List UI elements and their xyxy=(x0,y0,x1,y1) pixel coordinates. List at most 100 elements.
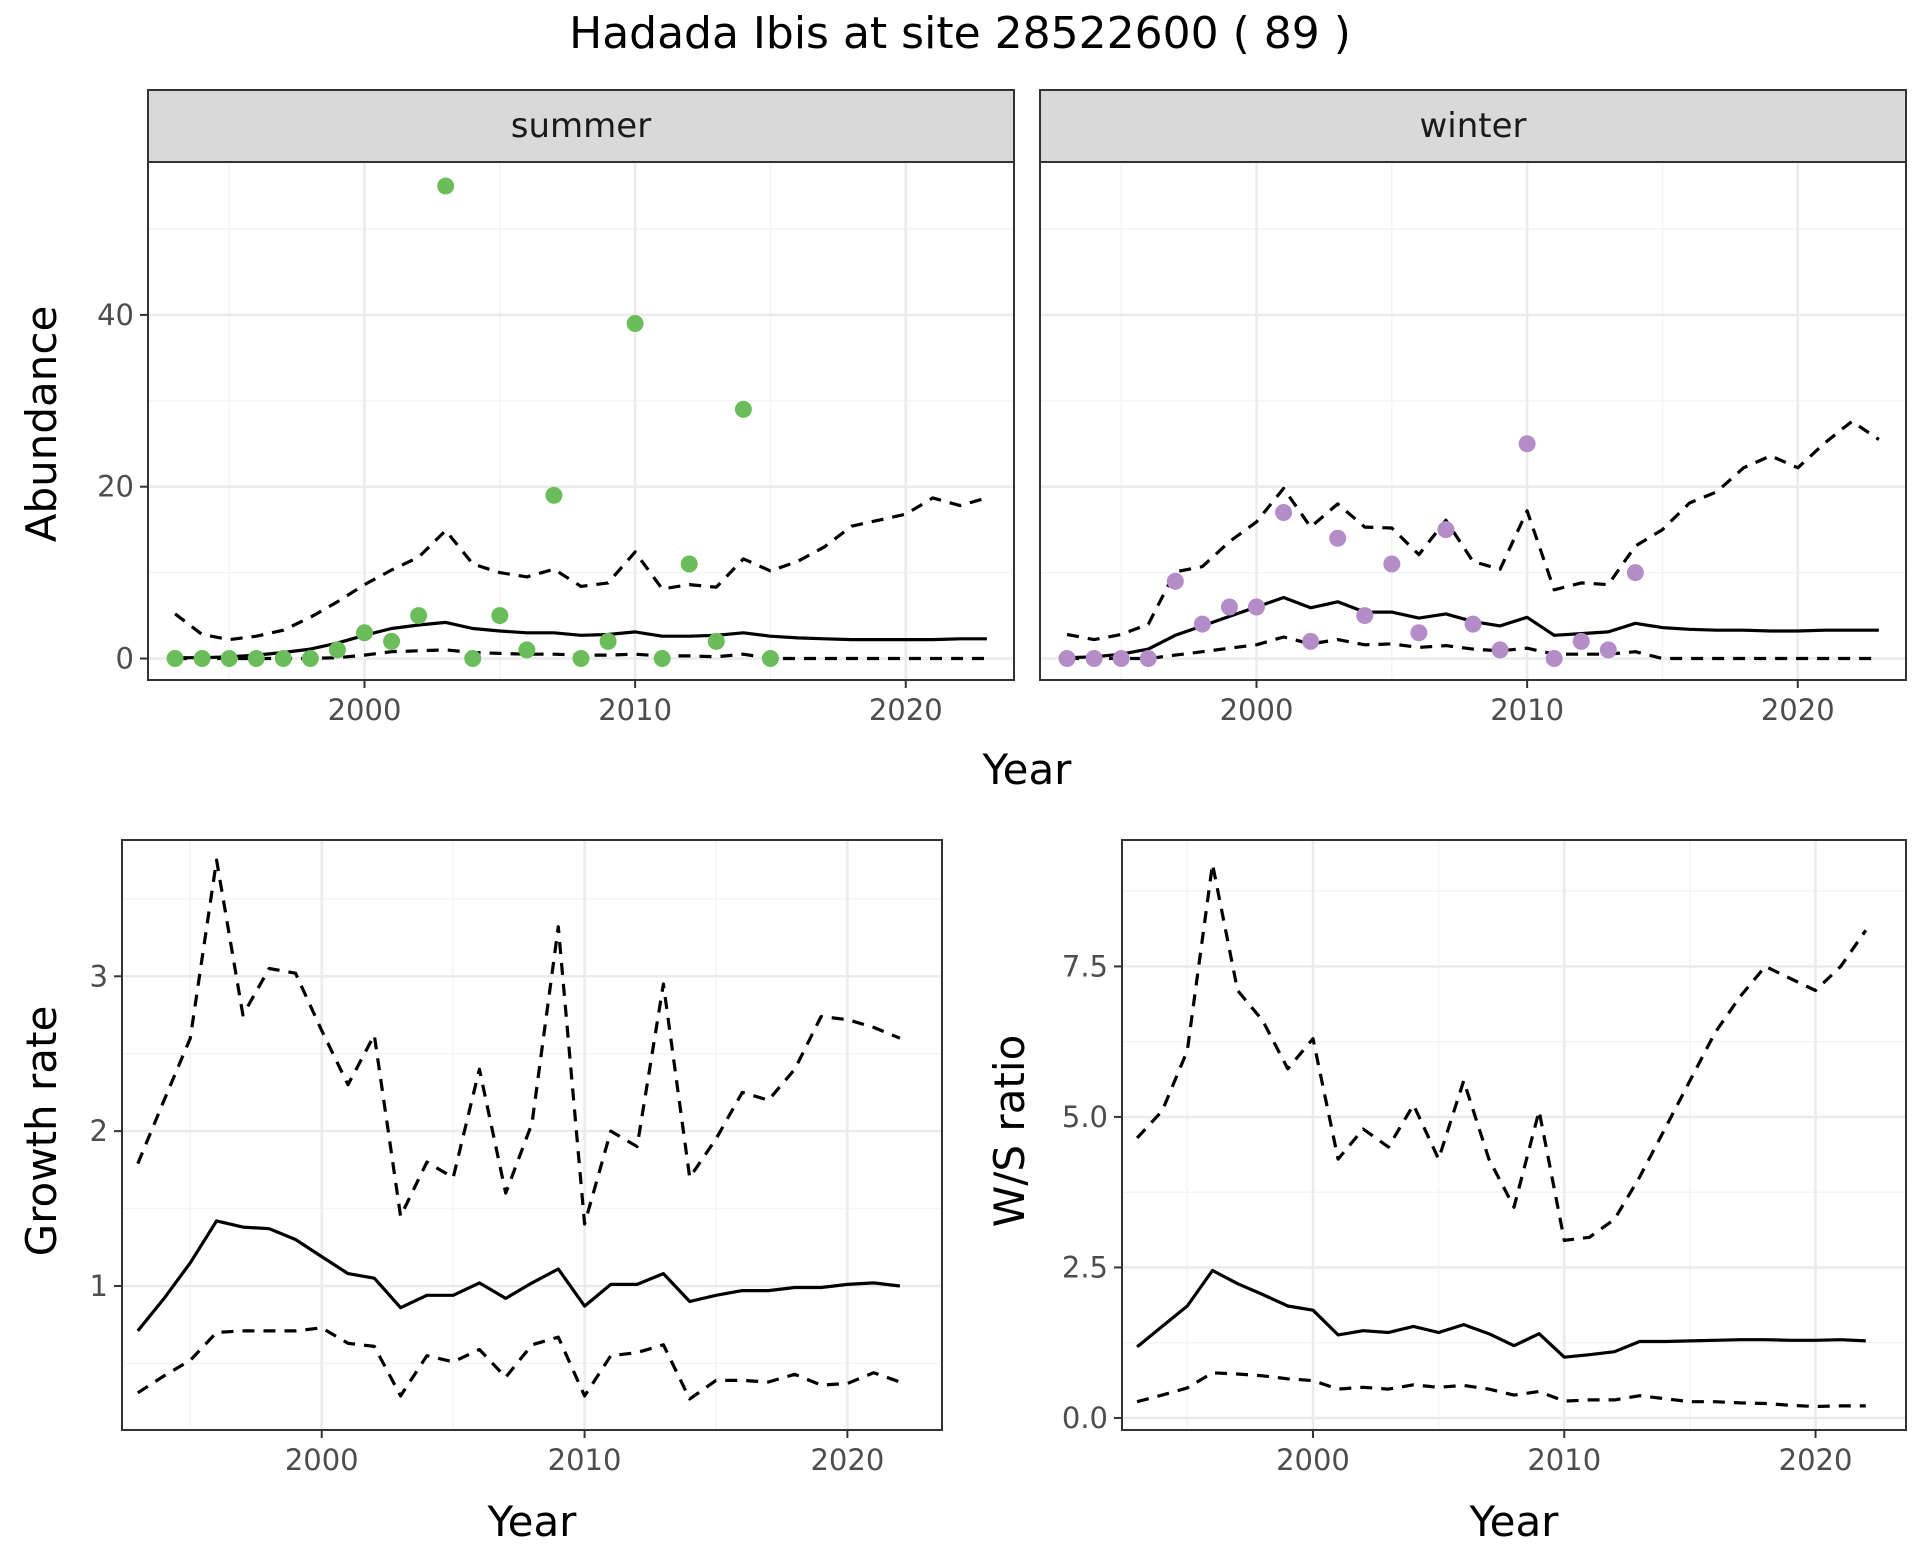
winter-data-point xyxy=(1112,650,1130,668)
winter-data-point xyxy=(1193,615,1211,633)
growth-x-tick-label: 2010 xyxy=(548,1443,622,1477)
winter-lower-bound-line xyxy=(1067,635,1879,661)
summer-data-point xyxy=(301,650,319,668)
winter-data-point xyxy=(1626,564,1644,582)
summer-data-point xyxy=(220,650,238,668)
winter-data-point xyxy=(1220,598,1238,616)
ws-x-tick-label: 2010 xyxy=(1527,1443,1601,1477)
ws-x-title: Year xyxy=(1469,1497,1560,1546)
abundance-y-axis: 0 20 40 xyxy=(97,298,148,676)
growth-y-tick-label: 3 xyxy=(90,959,108,993)
growth-x-title: Year xyxy=(487,1497,578,1546)
abundance-x-title: Year xyxy=(982,745,1073,794)
summer-x-tick-label: 2010 xyxy=(598,693,672,727)
strip-winter-label: winter xyxy=(1419,106,1526,146)
summer-x-tick-label: 2020 xyxy=(869,693,943,727)
winter-data-point xyxy=(1248,598,1265,616)
winter-data-point xyxy=(1518,435,1536,453)
summer-data-point xyxy=(383,632,401,650)
growth-upper-bound-line xyxy=(136,858,901,1226)
summer-data-point xyxy=(626,314,644,332)
winter-panel-border xyxy=(1039,161,1907,681)
panel-ws-ratio: 2000 2010 2020 0.0 2.5 5.0 7.5 xyxy=(1062,839,1907,1477)
growth-plot-bg xyxy=(122,840,942,1430)
summer-upper-bound-line xyxy=(174,496,988,642)
summer-fit-line xyxy=(175,620,987,660)
abundance-x-axis: 2000 2010 2020 2000 2010 2020 xyxy=(328,680,1835,727)
summer-data-point xyxy=(328,641,346,659)
growth-y-tick-label: 1 xyxy=(90,1269,108,1303)
growth-fit-line xyxy=(136,1219,901,1332)
strip-summer-label: summer xyxy=(511,106,651,146)
winter-x-tick-label: 2000 xyxy=(1220,693,1294,727)
ws-y-tick-label: 5.0 xyxy=(1062,1100,1108,1134)
ws-y-title: W/S ratio xyxy=(985,1035,1034,1228)
growth-x-tick-label: 2000 xyxy=(285,1443,359,1477)
summer-plot-bg xyxy=(148,162,1014,680)
summer-data-point xyxy=(166,650,184,668)
ws-upper-bound-line xyxy=(1135,862,1868,1242)
winter-data-point xyxy=(1383,555,1401,573)
summer-y-tick-label: 0 xyxy=(116,642,134,676)
growth-x-tick-label: 2020 xyxy=(810,1443,884,1477)
summer-data-point xyxy=(680,555,698,573)
summer-data-point xyxy=(707,632,725,650)
panel-winter xyxy=(1039,161,1907,681)
winter-data-point xyxy=(1058,650,1076,668)
summer-data-point xyxy=(599,632,617,650)
ws-y-tick-label: 2.5 xyxy=(1062,1250,1108,1284)
growth-panel-border xyxy=(121,839,943,1431)
growth-y-title: Growth rate xyxy=(17,1006,66,1257)
summer-data-point xyxy=(356,624,373,642)
strip-winter-bg xyxy=(1039,89,1907,163)
summer-data-point xyxy=(491,607,509,625)
growth-lower-bound-line xyxy=(136,1326,901,1401)
winter-data-point xyxy=(1437,521,1455,539)
summer-panel-border xyxy=(147,161,1015,681)
winter-data-point xyxy=(1302,632,1320,650)
winter-data-point xyxy=(1139,650,1157,668)
summer-data-point xyxy=(464,650,482,668)
summer-data-point xyxy=(437,177,455,195)
summer-data-point xyxy=(274,650,292,668)
winter-data-point xyxy=(1410,624,1428,642)
summer-data-point xyxy=(734,400,752,418)
ws-y-tick-label: 0.0 xyxy=(1062,1401,1108,1435)
ws-fit-line xyxy=(1136,1268,1866,1359)
summer-data-point xyxy=(572,650,590,668)
ws-lower-bound-line xyxy=(1136,1371,1866,1409)
summer-x-tick-label: 2000 xyxy=(328,693,402,727)
winter-x-tick-label: 2020 xyxy=(1761,693,1835,727)
summer-data-point xyxy=(761,650,779,668)
winter-plot-bg xyxy=(1040,162,1906,680)
winter-data-point xyxy=(1464,615,1482,633)
summer-y-tick-label: 40 xyxy=(97,298,134,332)
ws-x-tick-label: 2000 xyxy=(1276,1443,1350,1477)
winter-data-point xyxy=(1545,650,1563,668)
chart-title: Hadada Ibis at site 28522600 ( 89 ) xyxy=(569,8,1351,59)
ws-x-tick-label: 2020 xyxy=(1779,1443,1853,1477)
winter-data-point xyxy=(1572,632,1590,650)
ws-plot-bg xyxy=(1122,840,1906,1430)
summer-data-point xyxy=(518,641,536,659)
summer-data-point xyxy=(410,607,428,625)
winter-upper-bound-line xyxy=(1066,419,1880,642)
panel-summer xyxy=(147,161,1015,681)
winter-data-point xyxy=(1085,650,1103,668)
summer-y-tick-label: 20 xyxy=(97,470,134,504)
winter-data-point xyxy=(1329,529,1347,547)
summer-data-point xyxy=(193,650,211,668)
panel-growth-rate: 2000 2010 2020 1 2 3 xyxy=(90,839,943,1477)
winter-data-point xyxy=(1275,503,1293,521)
winter-x-tick-label: 2010 xyxy=(1490,693,1564,727)
ws-y-tick-label: 7.5 xyxy=(1062,949,1108,983)
growth-y-tick-label: 2 xyxy=(90,1114,108,1148)
winter-data-point xyxy=(1599,641,1617,659)
ws-panel-border xyxy=(1121,839,1907,1431)
summer-data-point xyxy=(653,650,671,668)
winter-data-point xyxy=(1166,572,1184,590)
strip-summer-bg xyxy=(147,89,1015,163)
abundance-y-title: Abundance xyxy=(17,306,66,543)
winter-data-point xyxy=(1491,641,1509,659)
